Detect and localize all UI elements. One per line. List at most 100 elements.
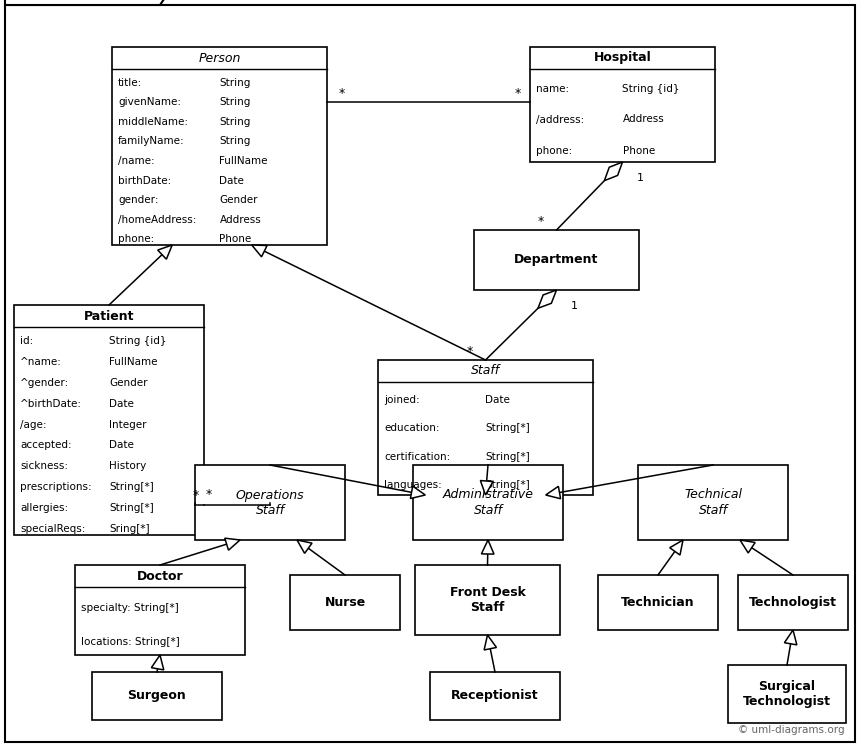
Bar (598, 575, 718, 630)
Text: title:: title: (118, 78, 142, 88)
Text: birthDate:: birthDate: (118, 176, 171, 185)
Polygon shape (740, 540, 755, 553)
Bar (415, 565, 560, 635)
Text: Date: Date (219, 176, 244, 185)
Text: String[*]: String[*] (486, 452, 531, 462)
Text: Gender: Gender (109, 378, 148, 388)
Text: Front Desk
Staff: Front Desk Staff (450, 586, 525, 614)
Text: education:: education: (384, 424, 439, 433)
Text: Staff: Staff (471, 365, 500, 377)
Text: locations: String[*]: locations: String[*] (81, 637, 180, 647)
Text: String[*]: String[*] (486, 480, 531, 490)
Text: /age:: /age: (20, 420, 46, 430)
Polygon shape (252, 245, 267, 257)
Bar (728, 665, 846, 723)
Text: familyName:: familyName: (118, 137, 185, 146)
Polygon shape (484, 635, 496, 650)
Polygon shape (481, 480, 493, 495)
Bar (474, 230, 639, 290)
Polygon shape (410, 486, 426, 498)
Text: String[*]: String[*] (109, 503, 154, 512)
Text: 1: 1 (637, 173, 644, 183)
Polygon shape (151, 655, 163, 670)
Text: specialty: String[*]: specialty: String[*] (81, 603, 179, 613)
Text: givenName:: givenName: (118, 97, 181, 108)
Text: FullName: FullName (219, 156, 268, 166)
Polygon shape (297, 540, 312, 554)
Text: © uml-diagrams.org: © uml-diagrams.org (739, 725, 845, 735)
Text: String: String (219, 97, 251, 108)
Text: String[*]: String[*] (109, 482, 154, 492)
Text: *: * (339, 87, 345, 101)
Text: Date: Date (486, 395, 510, 405)
Text: phone:: phone: (536, 146, 572, 155)
Text: Surgeon: Surgeon (127, 689, 187, 702)
Text: Integer: Integer (109, 420, 146, 430)
Text: *: * (515, 87, 521, 101)
Text: *: * (466, 346, 473, 359)
Text: ^name:: ^name: (20, 357, 62, 368)
Text: sickness:: sickness: (20, 461, 68, 471)
Bar (112, 47, 327, 245)
Text: 1: 1 (571, 301, 578, 311)
Text: String[*]: String[*] (486, 424, 531, 433)
Text: /homeAddress:: /homeAddress: (118, 214, 196, 225)
Text: Date: Date (109, 441, 134, 450)
Text: String {id}: String {id} (623, 84, 680, 93)
Bar (195, 465, 345, 540)
Text: Date: Date (109, 399, 134, 409)
Polygon shape (670, 540, 683, 555)
Text: Phone: Phone (219, 235, 252, 244)
Text: ^gender:: ^gender: (20, 378, 70, 388)
Text: accepted:: accepted: (20, 441, 71, 450)
Text: Gender: Gender (219, 195, 258, 205)
Text: languages:: languages: (384, 480, 442, 490)
Text: Operations
Staff: Operations Staff (236, 489, 304, 516)
Text: certification:: certification: (384, 452, 451, 462)
Text: Surgical
Technologist: Surgical Technologist (743, 680, 831, 708)
Polygon shape (5, 0, 175, 5)
Text: Administrative
Staff: Administrative Staff (443, 489, 533, 516)
Text: *: * (193, 489, 200, 503)
Text: /name:: /name: (118, 156, 155, 166)
Text: Phone: Phone (623, 146, 654, 155)
Polygon shape (224, 538, 240, 551)
Text: Technologist: Technologist (749, 596, 837, 609)
Text: allergies:: allergies: (20, 503, 68, 512)
Bar (92, 672, 222, 720)
Text: id:: id: (20, 336, 34, 347)
Text: prescriptions:: prescriptions: (20, 482, 92, 492)
Bar (413, 465, 563, 540)
Text: Technician: Technician (621, 596, 695, 609)
Text: name:: name: (536, 84, 569, 93)
Bar (430, 672, 560, 720)
Polygon shape (538, 290, 556, 309)
Polygon shape (784, 630, 797, 645)
Text: Nurse: Nurse (324, 596, 366, 609)
Text: Sring[*]: Sring[*] (109, 524, 150, 533)
Text: Department: Department (514, 253, 599, 267)
Bar (738, 575, 848, 630)
Polygon shape (546, 486, 561, 499)
Text: String: String (219, 137, 251, 146)
Bar (530, 47, 715, 162)
Text: Technical
Staff: Technical Staff (684, 489, 742, 516)
Polygon shape (605, 162, 623, 181)
Bar (638, 465, 788, 540)
Text: Address: Address (623, 114, 664, 125)
Bar (14, 305, 204, 535)
Text: Person: Person (199, 52, 241, 64)
Text: phone:: phone: (118, 235, 154, 244)
Text: middleName:: middleName: (118, 117, 188, 127)
Text: *: * (206, 488, 212, 501)
Text: Hospital: Hospital (593, 52, 651, 64)
Text: Doctor: Doctor (137, 569, 183, 583)
Text: String: String (219, 78, 251, 88)
Bar (75, 565, 245, 655)
Text: /address:: /address: (536, 114, 584, 125)
Text: String: String (219, 117, 251, 127)
Text: *: * (538, 215, 544, 229)
Polygon shape (482, 540, 494, 554)
Text: History: History (109, 461, 146, 471)
Text: String {id}: String {id} (109, 336, 167, 347)
